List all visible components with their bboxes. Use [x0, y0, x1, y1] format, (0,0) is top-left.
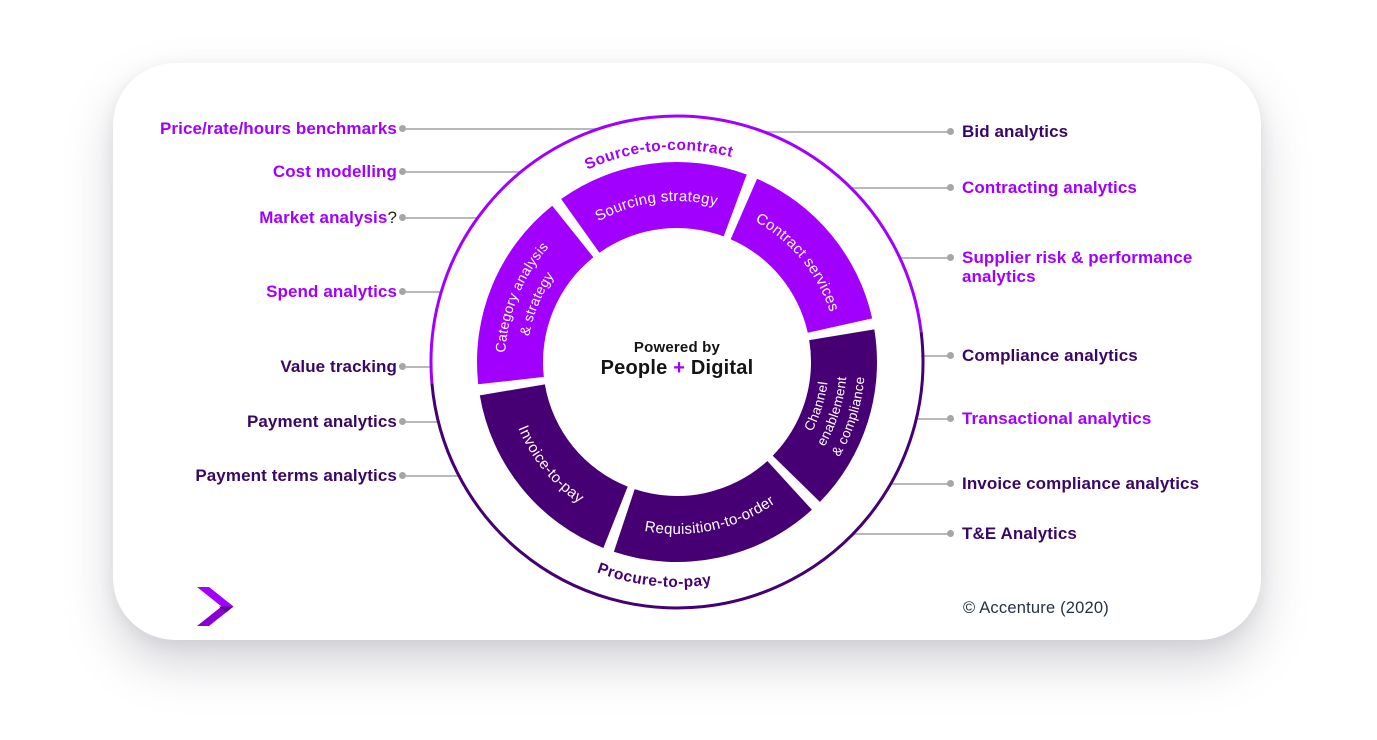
- connector-line: [406, 475, 459, 477]
- accenture-logo: [197, 587, 234, 626]
- connector-dot: [947, 254, 954, 261]
- connector-line: [406, 217, 478, 219]
- annotation-label-left-5: Payment analytics: [246, 412, 397, 431]
- connector-line: [851, 187, 948, 189]
- connector-dot: [947, 480, 954, 487]
- annotation-label-right-3: Compliance analytics: [962, 346, 1138, 365]
- connector-dot: [399, 288, 406, 295]
- segment-2: [772, 329, 877, 502]
- plus-sign: +: [673, 357, 686, 379]
- connector-dot: [947, 128, 954, 135]
- connector-line: [921, 355, 948, 357]
- copyright-text: © Accenture (2020): [963, 599, 1110, 617]
- connector-line: [406, 291, 441, 293]
- annotation-label-left-1: Cost modelling: [272, 162, 397, 181]
- connector-line: [900, 257, 948, 259]
- center-caption: Powered by People + Digital: [527, 339, 827, 380]
- connector-line: [406, 128, 598, 130]
- connector-dot: [947, 415, 954, 422]
- connector-line: [406, 171, 521, 173]
- annotation-label-right-1: Contracting analytics: [962, 178, 1137, 197]
- annotation-label-right-6: T&E Analytics: [962, 524, 1077, 543]
- connector-line: [406, 366, 431, 368]
- connector-line: [406, 421, 438, 423]
- outer-ring: [429, 114, 925, 610]
- people-plus-digital-text: People + Digital: [600, 357, 754, 379]
- segment-5: [476, 205, 594, 385]
- annotation-label-left-2: Market analysis?: [259, 208, 397, 227]
- annotation-label-right-0: Bid analytics: [962, 122, 1069, 141]
- powered-by-text: Powered by: [633, 339, 721, 356]
- connector-dot: [399, 214, 406, 221]
- annotation-label-left-6: Payment terms analytics: [195, 466, 397, 485]
- connector-dot: [947, 184, 954, 191]
- connector-line: [891, 483, 948, 485]
- segment-3: [613, 460, 812, 562]
- connector-dot: [399, 418, 406, 425]
- segment-0: [561, 161, 747, 253]
- connector-line: [764, 131, 948, 133]
- outer-ring-top-arc: [429, 114, 923, 384]
- connector-line: [916, 418, 948, 420]
- procure-to-pay-label: Procure-to-pay: [595, 560, 712, 591]
- donut-segments: [476, 161, 877, 562]
- connector-dot: [399, 472, 406, 479]
- annotation-label-left-4: Value tracking: [280, 357, 397, 376]
- annotation-label-left-0: Price/rate/hours benchmarks: [159, 119, 397, 138]
- connector-dot: [947, 530, 954, 537]
- connector-dot: [399, 363, 406, 370]
- question-mark: ?: [387, 208, 397, 227]
- outer-ring-bottom-arc: [430, 331, 925, 610]
- segment-4: [479, 384, 628, 548]
- connector-dot: [399, 125, 406, 132]
- annotation-label-left-3: Spend analytics: [266, 282, 397, 301]
- connector-line: [853, 533, 948, 535]
- connector-dot: [947, 352, 954, 359]
- segment-1: [730, 178, 873, 333]
- annotation-label-right-5: Invoice compliance analytics: [962, 474, 1200, 493]
- connector-dot: [399, 168, 406, 175]
- annotation-label-right-4: Transactional analytics: [962, 409, 1152, 428]
- annotation-label-right-2: Supplier risk & performance analytics: [962, 248, 1193, 286]
